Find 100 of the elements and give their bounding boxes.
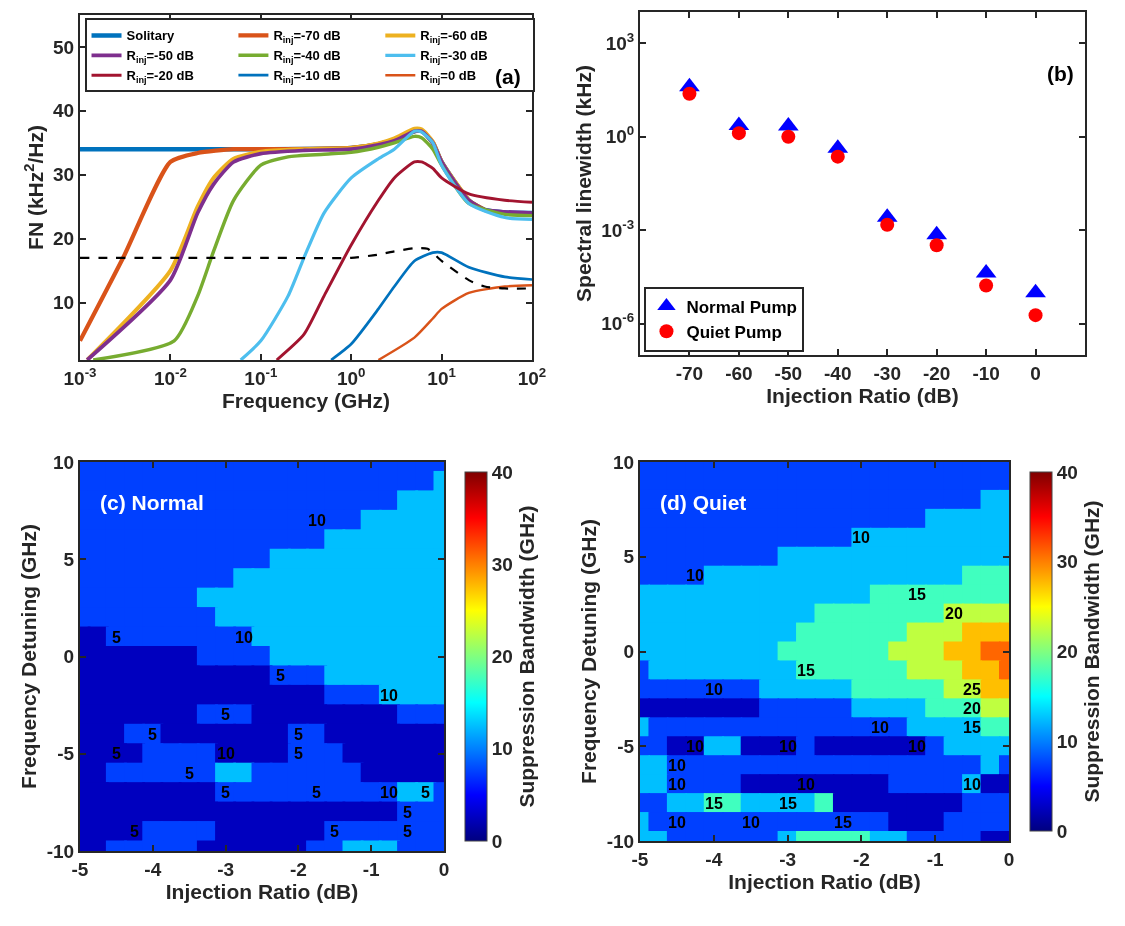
- x-tick-label: -40: [824, 362, 852, 384]
- y-tick-label: 30: [53, 164, 75, 186]
- y-tick-label: 5: [63, 548, 75, 570]
- annotation: 10: [742, 814, 760, 831]
- annotation: 5: [130, 823, 139, 840]
- color-bar-title: Suppression Bandwidth (GHz): [1079, 500, 1103, 803]
- x-tick-label: -1: [362, 858, 381, 880]
- point: [880, 217, 895, 232]
- annotation: 5: [112, 745, 121, 762]
- x-tick-label: 0: [1003, 848, 1015, 870]
- y-tick-label: 10$^{3}$: [605, 29, 635, 54]
- x-tick-label: -70: [675, 362, 704, 384]
- legend-label: R$_{inj}$=-20 dB: [126, 68, 194, 85]
- x-tick-label: 0: [438, 858, 450, 880]
- annotation: (a): [495, 65, 521, 88]
- x-tick-label: -4: [144, 858, 162, 880]
- annotation: 5: [294, 726, 303, 743]
- annotation: 5: [148, 726, 157, 743]
- x-tick-label: -30: [873, 362, 901, 384]
- x-axis-title: Injection Ratio (dB): [728, 869, 921, 893]
- annotation: 5: [221, 706, 230, 723]
- x-tick-label: -2: [289, 858, 307, 880]
- x-tick-label: 0: [1030, 362, 1041, 384]
- x-tick-label: -10: [972, 362, 1000, 384]
- point: [1028, 308, 1043, 323]
- y-tick-label: 10: [613, 451, 635, 473]
- legend-label: R$_{inj}$=-30 dB: [420, 48, 488, 66]
- y-axis-title: Frequency Detuning (GHz): [577, 519, 601, 784]
- annotation: 10: [852, 529, 870, 546]
- annotation: (c) Normal: [100, 491, 204, 514]
- annotation: 15: [908, 586, 926, 603]
- x-axis-title: Frequency (GHz): [221, 388, 391, 412]
- y-axis-title: Frequency Detuning (GHz): [17, 524, 41, 789]
- x-tick-label: 10$^{-1}$: [244, 364, 278, 389]
- point: [979, 278, 994, 293]
- color-bar-label: 10: [1056, 730, 1078, 752]
- annotation: 5: [403, 823, 412, 840]
- annotation: 10: [668, 814, 686, 831]
- y-tick-label: 10: [53, 292, 75, 314]
- annotation: 10: [380, 687, 398, 704]
- legend-label: Solitary: [126, 28, 175, 44]
- annotation: 15: [834, 814, 852, 831]
- annotation: 10: [668, 757, 686, 774]
- x-tick-label: 10$^{2}$: [517, 364, 547, 389]
- legend-label: R$_{inj}$=-70 dB: [273, 28, 341, 46]
- color-bar-label: 10: [491, 738, 513, 760]
- annotation: 10: [668, 776, 686, 793]
- annotation: 10: [686, 738, 704, 755]
- annotation: 10: [217, 745, 235, 762]
- y-tick-label: 10: [53, 451, 75, 473]
- annotation: 20: [963, 700, 981, 717]
- y-tick-label: 0: [623, 641, 635, 663]
- annotation: 10: [235, 629, 253, 646]
- point: [731, 126, 746, 141]
- x-axis-title: Injection Ratio (dB): [165, 879, 359, 903]
- annotation: 15: [779, 795, 797, 812]
- annotation: 20: [945, 605, 963, 622]
- legend-label: Normal Pump: [686, 297, 797, 317]
- annotation: 10: [797, 776, 815, 793]
- color-bar-label: 0: [491, 830, 503, 852]
- point: [781, 129, 796, 144]
- annotation: (b): [1047, 62, 1074, 85]
- x-tick-label: -3: [217, 858, 235, 880]
- point: [830, 149, 845, 164]
- y-tick-label: 0: [63, 646, 75, 668]
- point: [682, 86, 697, 101]
- annotation: 15: [797, 662, 815, 679]
- annotation: 10: [380, 784, 398, 801]
- y-tick-label: 10$^{0}$: [605, 123, 635, 148]
- legend-label: R$_{inj}$=-60 dB: [420, 28, 488, 46]
- point: [929, 238, 944, 253]
- y-tick-label: 10$^{-6}$: [601, 310, 635, 335]
- annotation: 5: [330, 823, 339, 840]
- annotation: 5: [276, 667, 285, 684]
- y-tick-label: -10: [606, 830, 635, 852]
- color-bar-title: Suppression Bandwidth (GHz): [514, 505, 538, 808]
- x-tick-label: -50: [774, 362, 803, 384]
- annotation: 10: [779, 738, 797, 755]
- x-tick-label: -4: [705, 848, 723, 870]
- annotation: 10: [308, 512, 326, 529]
- annotation: 10: [963, 776, 981, 793]
- x-tick-label: 10$^{-2}$: [153, 364, 187, 389]
- x-tick-label: -20: [922, 362, 951, 384]
- annotation: 10: [705, 681, 723, 698]
- legend-label: Quiet Pump: [686, 322, 782, 342]
- color-bar-label: 20: [491, 646, 513, 668]
- color-bar-label: 20: [1056, 641, 1078, 663]
- annotation: 25: [963, 681, 981, 698]
- x-tick-label: 10$^{1}$: [427, 364, 457, 389]
- y-tick-label: -5: [617, 735, 635, 757]
- annotation: 5: [221, 784, 230, 801]
- annotation: 5: [403, 804, 412, 821]
- annotation: (d) Quiet: [660, 491, 747, 514]
- y-tick-label: 50: [53, 36, 75, 58]
- x-tick-label: 10$^{0}$: [336, 364, 366, 389]
- legend-label: R$_{inj}$=-10 dB: [273, 68, 341, 85]
- annotation: 15: [705, 795, 723, 812]
- y-tick-label: -5: [57, 743, 75, 765]
- x-tick-label: -3: [779, 848, 797, 870]
- x-tick-label: -2: [852, 848, 870, 870]
